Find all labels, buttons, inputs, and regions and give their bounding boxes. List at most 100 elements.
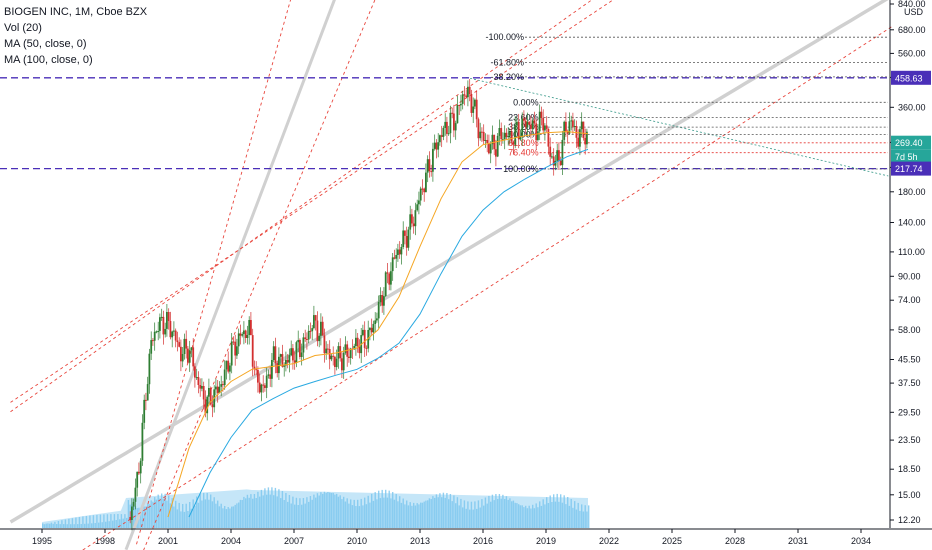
last-price-badge-text: 269.40 [895,138,923,148]
candle-body [309,330,312,332]
volume-bar [542,499,544,528]
currency-label: USD [904,7,924,17]
candle-body [262,384,265,386]
x-tick-label: 2028 [725,536,745,546]
volume-bar [462,507,464,528]
y-tick-label: 45.50 [898,355,921,365]
candle-body [295,342,298,363]
x-tick-label: 2025 [662,536,682,546]
candle-body [454,123,457,131]
volume-bar [287,501,289,528]
candle-body [467,86,469,98]
volume-bar [374,492,376,528]
volume-bar [211,501,214,528]
candle-body [516,121,518,126]
volume-bar [273,495,275,528]
volume-bar [418,504,420,528]
volume-bar [220,503,222,528]
candle-body [486,140,489,143]
candle-body [171,331,174,338]
volume-bar [526,508,529,528]
volume-bar [561,502,564,528]
candle-body [563,121,566,140]
volume-bar [427,500,429,528]
volume-bar [512,500,515,528]
volume-bar [528,505,530,528]
candle-body [505,132,508,138]
volume-bar [453,495,455,528]
candle-body [579,129,581,147]
candle-body [139,460,142,474]
price-badges: 458.63 269.40 7d 5h 217.74 [891,70,931,176]
candle-body [404,230,406,236]
y-tick-label: 23.50 [898,435,921,445]
candle-body [512,141,515,145]
volume-bar [385,489,387,528]
volume-bar [192,499,194,528]
candle-body [586,131,588,145]
volume-bar [89,515,91,528]
candle-body [489,144,492,154]
volume-bar [98,522,100,528]
candle-body [237,333,240,347]
volume-bar [45,523,47,528]
volume-bar [516,503,518,528]
volume-bar [358,506,361,528]
volume-bar [157,494,159,528]
candle-body [442,127,445,137]
volume-bar [304,503,306,528]
volume-bar [416,503,418,528]
volume-bar [588,505,590,528]
volume-bar [451,501,453,528]
candle-body [255,369,258,371]
volume-bar [215,503,217,528]
candle-body [218,386,221,393]
candle-body [209,388,212,405]
candle-body [293,360,296,363]
volume-bar [234,504,236,528]
candle-body [181,354,184,362]
candle-body [356,337,359,347]
volume-bar [519,505,522,528]
candle-body [321,321,324,336]
volume-bar [71,518,74,528]
candle-body [544,125,546,131]
red-channel-lower [81,25,893,550]
volume-bar [288,495,291,528]
volume-bar [456,497,459,528]
volume-bar [441,497,443,528]
candle-body [530,124,532,129]
fib-retracement-label: 50.00% [508,130,539,140]
candle-body [160,316,163,318]
volume-bar [232,506,235,528]
candle-body [435,142,438,150]
candle-body [474,99,476,107]
volume-bar [148,504,151,528]
volume-bar [159,498,161,528]
volume-bar [511,501,513,528]
volume-bar [103,514,105,528]
volume-bar [290,503,292,528]
level-low-badge-box [891,161,931,176]
volume-bar [404,504,406,528]
candle-body [157,331,160,332]
y-tick-label: 18.50 [898,464,921,474]
x-tick-label: 2004 [221,536,241,546]
candle-body [521,118,524,136]
y-tick-label: 29.50 [898,407,921,417]
candle-body [446,121,448,134]
volume-bar [346,498,348,528]
candle-body [195,377,198,379]
candle-body [570,120,573,122]
volume-bar [540,505,543,528]
volume-bar [271,487,273,528]
candle-body [542,118,545,131]
volume-bar [218,506,221,528]
volume-bar [549,495,551,528]
candle-body [428,159,431,172]
volume-bar [113,514,116,528]
volume-bar [206,492,208,528]
candle-body [582,121,585,138]
volume-bar [238,502,240,528]
